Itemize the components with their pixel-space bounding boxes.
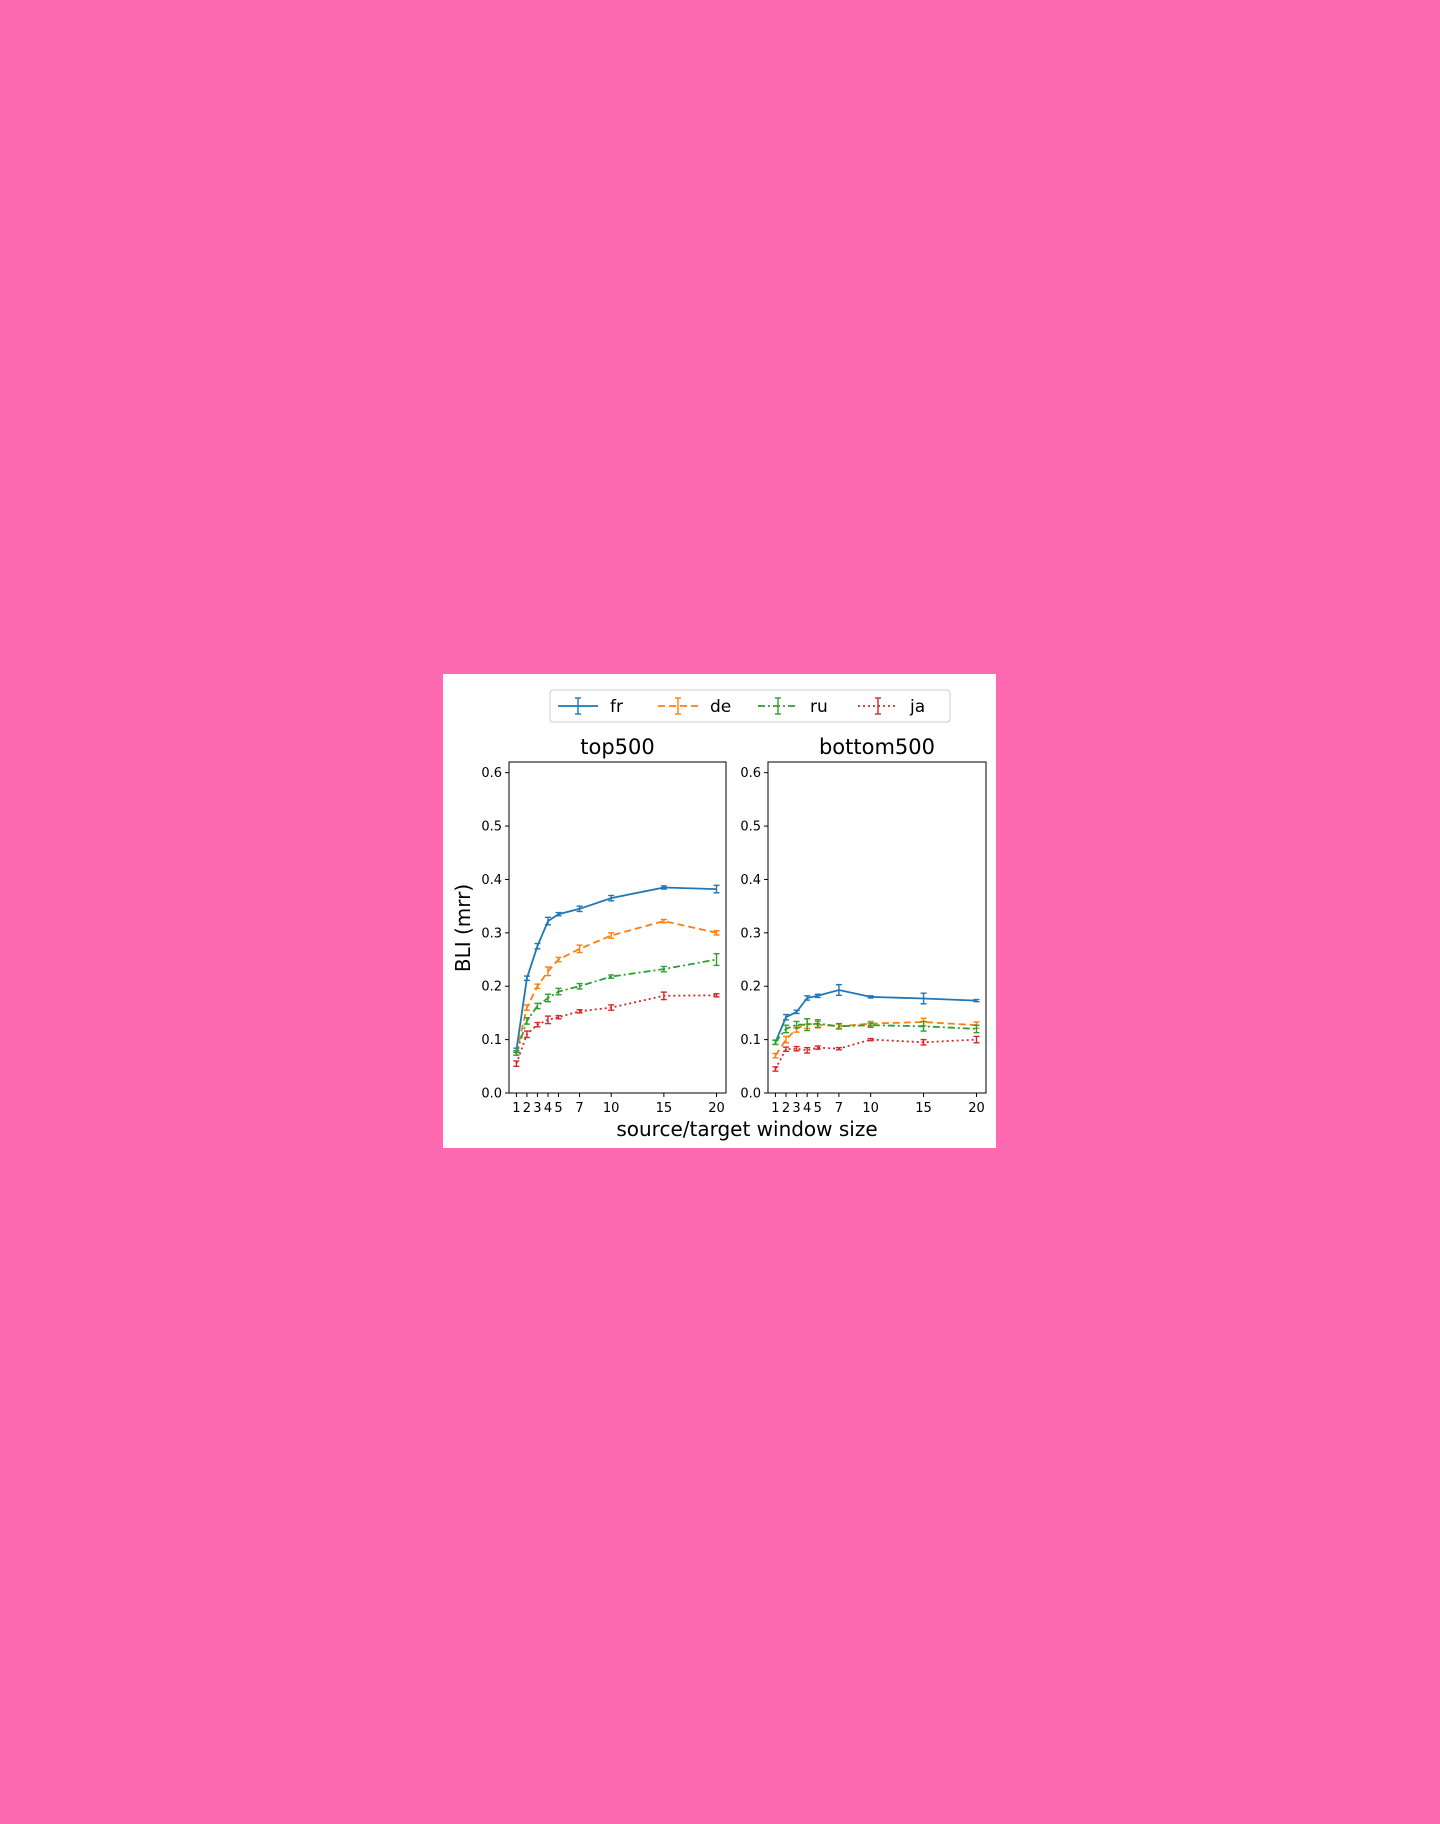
legend-label-de: de	[710, 697, 731, 717]
legend-label-ru: ru	[810, 697, 828, 717]
series-line-de	[774, 1021, 977, 1057]
legend-box	[549, 689, 951, 723]
y-tick-label: 0.2	[740, 980, 761, 995]
y-tick-label: 0.6	[481, 766, 502, 781]
panel-title-top500: top500	[580, 735, 655, 759]
x-tick-label: 7	[835, 1101, 843, 1116]
plot-frame-bottom500	[767, 761, 987, 1094]
panel-title-bottom500: bottom500	[819, 735, 935, 759]
y-tick-label: 0.6	[740, 766, 761, 781]
series-line-ru	[774, 1022, 977, 1043]
legend-label-ja: ja	[909, 697, 925, 717]
figure: top500 0.0 0.1 0.2 0.3 0.4 0.5 0.6 1 2 3 4 5 7 10 15 20 b…	[443, 674, 996, 1148]
x-tick-label: 1	[512, 1101, 520, 1116]
legend-label-fr: fr	[610, 697, 623, 717]
series-line-ja	[515, 994, 717, 1064]
y-tick-label: 0.3	[740, 926, 761, 941]
x-tick-label: 7	[575, 1101, 583, 1116]
series-line-de	[515, 920, 717, 1054]
y-axis-label: BLI (mrr)	[451, 884, 475, 972]
x-tick-label: 2	[782, 1101, 790, 1116]
x-tick-label: 20	[968, 1101, 985, 1116]
y-tick-label: 0.4	[481, 873, 502, 888]
x-axis-label: source/target window size	[616, 1117, 877, 1141]
x-tick-label: 10	[862, 1101, 879, 1116]
series-line-ja	[774, 1038, 977, 1070]
x-tick-label: 20	[708, 1101, 725, 1116]
series-line-fr	[774, 989, 977, 1043]
x-tick-label: 15	[656, 1101, 673, 1116]
y-tick-label: 0.5	[481, 820, 502, 835]
x-tick-label: 4	[803, 1101, 811, 1116]
x-tick-label: 5	[554, 1101, 562, 1116]
y-tick-label: 0.2	[481, 980, 502, 995]
x-tick-label: 4	[544, 1101, 552, 1116]
plot-frame-top500	[508, 761, 727, 1094]
series-line-fr	[515, 886, 717, 1051]
y-tick-label: 0.1	[481, 1033, 502, 1048]
x-tick-label: 15	[915, 1101, 932, 1116]
y-tick-label: 0.4	[740, 873, 761, 888]
x-tick-label: 1	[771, 1101, 779, 1116]
x-tick-label: 5	[814, 1101, 822, 1116]
x-tick-label: 10	[603, 1101, 620, 1116]
y-tick-label: 0.1	[740, 1033, 761, 1048]
y-tick-label: 0.0	[481, 1087, 502, 1102]
x-tick-label: 2	[523, 1101, 531, 1116]
y-tick-label: 0.0	[740, 1087, 761, 1102]
x-tick-label: 3	[533, 1101, 541, 1116]
y-tick-label: 0.5	[740, 820, 761, 835]
y-tick-label: 0.3	[481, 926, 502, 941]
x-tick-label: 3	[792, 1101, 800, 1116]
